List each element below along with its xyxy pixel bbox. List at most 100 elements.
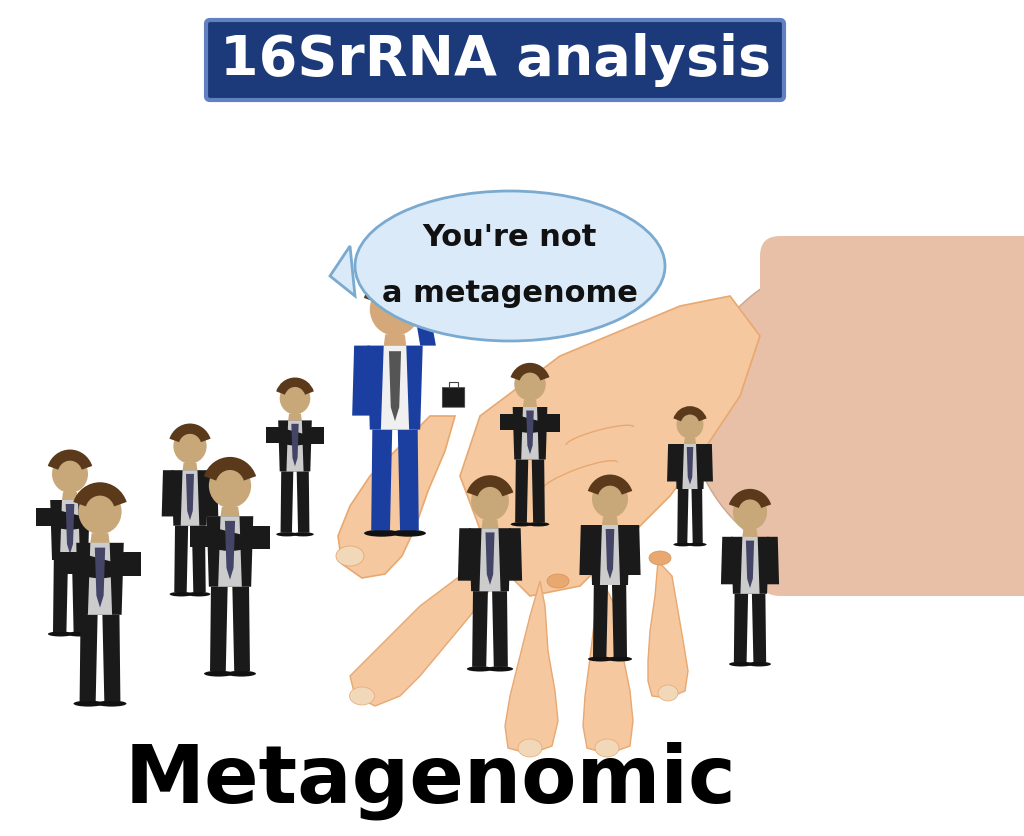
Polygon shape <box>460 296 760 596</box>
Text: Metagenomic: Metagenomic <box>124 742 736 820</box>
Ellipse shape <box>79 489 122 534</box>
Polygon shape <box>740 537 760 594</box>
Ellipse shape <box>370 283 420 336</box>
Polygon shape <box>206 470 218 517</box>
Ellipse shape <box>674 543 692 547</box>
Polygon shape <box>381 345 410 430</box>
Ellipse shape <box>170 592 193 596</box>
Polygon shape <box>389 351 401 421</box>
Ellipse shape <box>209 463 251 507</box>
Polygon shape <box>174 526 188 592</box>
Polygon shape <box>702 444 713 482</box>
Ellipse shape <box>518 739 542 757</box>
Polygon shape <box>675 444 705 489</box>
Ellipse shape <box>68 631 92 636</box>
Ellipse shape <box>733 494 767 530</box>
Polygon shape <box>667 444 678 482</box>
Text: 16SrRNA analysis: 16SrRNA analysis <box>219 33 770 87</box>
Polygon shape <box>742 529 758 537</box>
Polygon shape <box>745 541 754 588</box>
Polygon shape <box>493 591 508 667</box>
Ellipse shape <box>688 543 707 547</box>
Polygon shape <box>508 528 522 581</box>
Polygon shape <box>297 472 309 533</box>
Polygon shape <box>266 427 304 442</box>
Polygon shape <box>76 543 124 614</box>
Ellipse shape <box>187 592 210 596</box>
Polygon shape <box>407 256 436 345</box>
Polygon shape <box>291 424 299 466</box>
Polygon shape <box>682 444 697 489</box>
Polygon shape <box>600 525 621 585</box>
Polygon shape <box>53 560 68 632</box>
Ellipse shape <box>204 670 233 676</box>
Polygon shape <box>36 508 81 526</box>
Ellipse shape <box>677 410 703 439</box>
Ellipse shape <box>279 435 312 446</box>
Polygon shape <box>526 410 534 454</box>
Polygon shape <box>397 430 419 530</box>
Polygon shape <box>90 533 110 543</box>
Polygon shape <box>210 587 227 671</box>
Ellipse shape <box>400 238 430 263</box>
Polygon shape <box>627 525 641 575</box>
Polygon shape <box>232 587 250 671</box>
Polygon shape <box>50 500 90 560</box>
Polygon shape <box>287 421 303 472</box>
Polygon shape <box>338 416 455 578</box>
Ellipse shape <box>276 533 297 537</box>
Polygon shape <box>691 489 702 543</box>
Polygon shape <box>59 553 113 574</box>
Polygon shape <box>521 407 539 460</box>
Ellipse shape <box>173 429 207 464</box>
Polygon shape <box>687 447 693 485</box>
FancyBboxPatch shape <box>760 236 1024 596</box>
Ellipse shape <box>588 656 613 661</box>
Polygon shape <box>752 594 766 662</box>
Polygon shape <box>62 492 78 500</box>
Ellipse shape <box>487 666 513 671</box>
Ellipse shape <box>50 517 90 529</box>
Polygon shape <box>531 460 545 522</box>
Ellipse shape <box>527 522 549 527</box>
Polygon shape <box>731 537 769 594</box>
Ellipse shape <box>349 687 375 705</box>
Ellipse shape <box>513 421 547 433</box>
Polygon shape <box>505 581 558 754</box>
Polygon shape <box>485 533 495 585</box>
Polygon shape <box>182 463 198 470</box>
Polygon shape <box>180 470 200 526</box>
Polygon shape <box>515 460 528 522</box>
Polygon shape <box>330 246 355 296</box>
Ellipse shape <box>74 701 103 706</box>
Ellipse shape <box>293 533 313 537</box>
Polygon shape <box>281 472 293 533</box>
Ellipse shape <box>48 631 73 636</box>
Ellipse shape <box>511 522 532 527</box>
Polygon shape <box>95 548 105 608</box>
Polygon shape <box>677 489 688 543</box>
Polygon shape <box>583 576 633 754</box>
Polygon shape <box>593 585 608 657</box>
Polygon shape <box>62 508 103 528</box>
Polygon shape <box>289 427 324 444</box>
Ellipse shape <box>748 662 771 666</box>
FancyBboxPatch shape <box>206 20 784 100</box>
Polygon shape <box>766 537 779 584</box>
Polygon shape <box>352 345 372 415</box>
Polygon shape <box>684 438 696 444</box>
Polygon shape <box>72 560 87 632</box>
Polygon shape <box>384 334 407 345</box>
Ellipse shape <box>547 574 569 588</box>
Polygon shape <box>721 537 734 584</box>
Ellipse shape <box>226 670 256 676</box>
Ellipse shape <box>514 368 546 400</box>
Ellipse shape <box>467 666 493 671</box>
Polygon shape <box>350 556 500 706</box>
Polygon shape <box>580 525 593 575</box>
Polygon shape <box>186 474 194 520</box>
Polygon shape <box>91 553 140 576</box>
Polygon shape <box>288 414 302 421</box>
Polygon shape <box>225 521 236 579</box>
Ellipse shape <box>592 480 628 517</box>
